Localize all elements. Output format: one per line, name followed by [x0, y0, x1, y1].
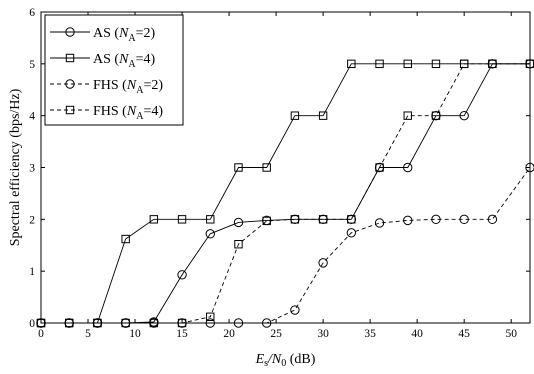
legend-item: AS (NA=2): [50, 26, 156, 44]
legend-item: FHS (NA=2): [50, 78, 163, 96]
data-point: [149, 215, 159, 224]
x-tick-label: 5: [85, 328, 91, 340]
data-point: [403, 59, 412, 69]
data-point: [375, 59, 384, 69]
x-tick-label: 35: [364, 328, 376, 340]
plot-frame: [40, 11, 531, 324]
data-point: [262, 216, 271, 226]
y-tick-label: 0: [29, 318, 35, 330]
data-point: [403, 215, 413, 226]
data-point: [431, 214, 441, 225]
data-point: [431, 111, 441, 120]
data-point: [375, 163, 384, 172]
y-tick-label: 2: [29, 214, 35, 226]
legend-label: AS (NA=4): [93, 52, 156, 70]
legend-item: FHS (NA=4): [50, 104, 163, 122]
legend-marker: [65, 105, 75, 115]
data-point: [290, 305, 300, 315]
y-tick-label: 5: [29, 59, 35, 71]
legend-marker: [65, 27, 75, 37]
x-tick-label: 30: [317, 328, 329, 340]
data-point: [205, 229, 215, 239]
x-tick-label: 25: [270, 328, 282, 340]
legend-marker: [65, 79, 75, 89]
series-line: [41, 167, 531, 324]
legend-label: FHS (NA=4): [93, 104, 163, 122]
x-tick-label: 50: [505, 328, 517, 340]
x-tick-label: 0: [38, 328, 44, 340]
x-tick-label: 40: [411, 328, 423, 340]
series-3: [36, 162, 534, 328]
data-point: [459, 110, 469, 121]
data-point: [459, 214, 469, 225]
y-tick-label: 1: [29, 266, 35, 278]
data-point: [290, 215, 300, 224]
data-point: [177, 215, 187, 224]
legend: AS (NA=2) AS (NA=4) FHS (NA=2) FHS (NA=4): [44, 14, 184, 126]
data-point: [234, 163, 243, 172]
data-point: [206, 312, 215, 321]
y-axis-label: Spectral efficiency (bps/Hz): [8, 88, 23, 246]
data-point: [121, 234, 130, 244]
data-point: [374, 218, 385, 228]
x-tick-label: 10: [129, 328, 141, 340]
data-point: [318, 258, 328, 268]
x-tick-label: 15: [176, 328, 188, 340]
x-axis-label: Es/N0 (dB): [255, 352, 316, 369]
data-point: [262, 163, 271, 172]
legend-label: AS (NA=2): [93, 26, 156, 44]
data-point: [177, 270, 187, 280]
data-point: [318, 215, 328, 224]
data-point: [290, 111, 300, 120]
x-tick-label: 45: [458, 328, 470, 340]
legend-item: AS (NA=4): [50, 52, 156, 70]
data-point: [431, 59, 441, 69]
data-point: [403, 162, 413, 173]
x-tick-label: 20: [223, 328, 235, 340]
data-point: [318, 111, 328, 120]
data-point: [347, 215, 356, 224]
data-point: [346, 228, 357, 238]
y-tick-label: 3: [29, 163, 35, 175]
legend-marker: [65, 53, 75, 63]
data-point: [206, 215, 215, 224]
y-tick-label: 6: [29, 7, 35, 19]
y-tick-label: 4: [29, 111, 35, 123]
data-point: [233, 217, 244, 228]
data-point: [403, 111, 412, 120]
data-point: [459, 59, 469, 69]
data-point: [487, 214, 498, 225]
data-point: [488, 59, 497, 69]
legend-label: FHS (NA=2): [93, 78, 163, 96]
data-point: [347, 59, 356, 69]
data-point: [234, 240, 243, 249]
series-line: [41, 63, 530, 324]
